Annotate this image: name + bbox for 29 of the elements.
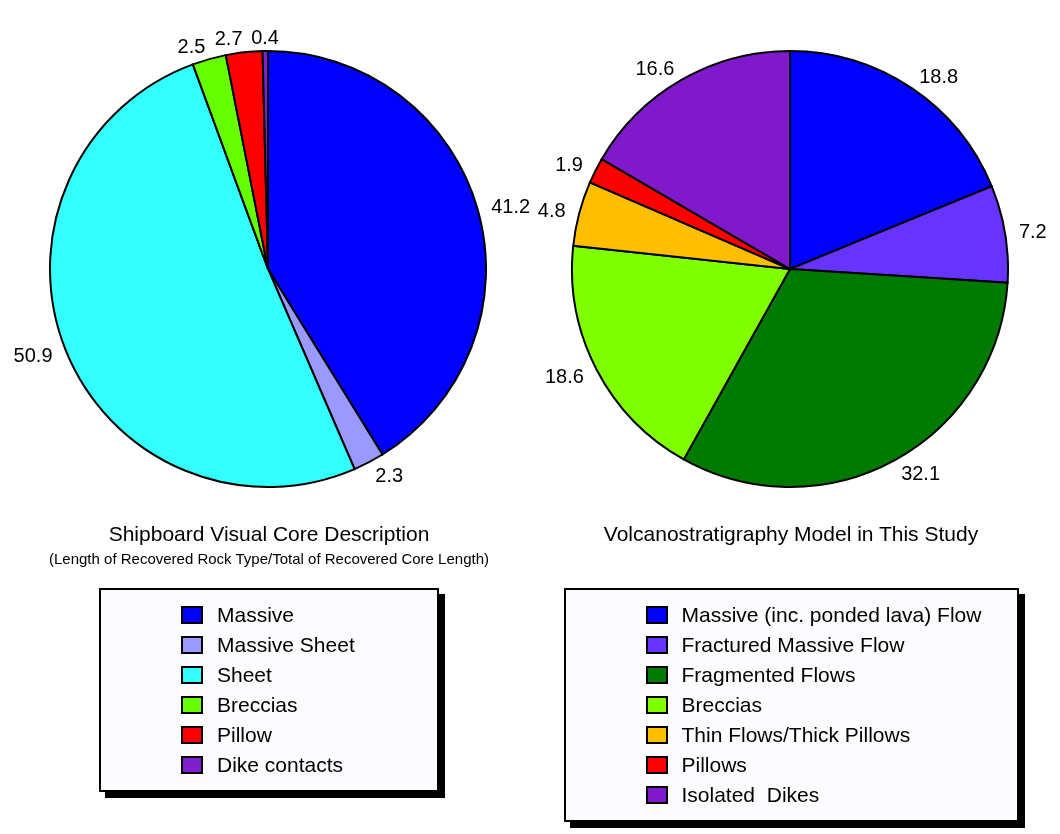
- legend-label: Pillows: [681, 753, 747, 777]
- data-label: 0.4: [251, 26, 279, 49]
- legend-label: Breccias: [217, 693, 298, 717]
- legend-label: Massive (inc. ponded lava) Flow: [681, 603, 982, 627]
- text: (Length of Recovered Rock Type/Total of Recovered Core Length): [48, 550, 490, 569]
- data-label: 7.2: [1018, 220, 1047, 243]
- data-label: 2.5: [177, 34, 206, 57]
- data-label: 50.9: [13, 344, 53, 367]
- legend-label: Massive: [217, 603, 295, 627]
- legend-label: Breccias: [681, 693, 763, 717]
- legend-label: Fractured Massive Flow: [681, 633, 905, 657]
- legend-label: Fragmented Flows: [681, 663, 856, 687]
- data-label: 18.6: [545, 364, 584, 387]
- data-label: 32.1: [901, 461, 941, 484]
- data-label: 2.7: [214, 27, 243, 50]
- data-label: 1.9: [555, 153, 583, 176]
- legend-label: Isolated Dikes: [681, 783, 820, 807]
- legend-label: Dike contacts: [217, 753, 344, 777]
- legend-label: Pillow: [217, 723, 272, 747]
- text: Volcanostratigraphy Model in This Study: [602, 522, 980, 546]
- data-label: 2.3: [375, 463, 404, 486]
- data-label: 41.2: [491, 194, 531, 217]
- data-label: 16.6: [635, 56, 675, 79]
- legend-label: Thin Flows/Thick Pillows: [681, 723, 911, 747]
- legend-label: Sheet: [217, 663, 272, 687]
- data-label: 4.8: [537, 198, 566, 221]
- text: Shipboard Visual Core Description: [107, 522, 431, 546]
- data-label: 18.8: [919, 65, 959, 88]
- legend-label: Massive Sheet: [217, 633, 355, 657]
